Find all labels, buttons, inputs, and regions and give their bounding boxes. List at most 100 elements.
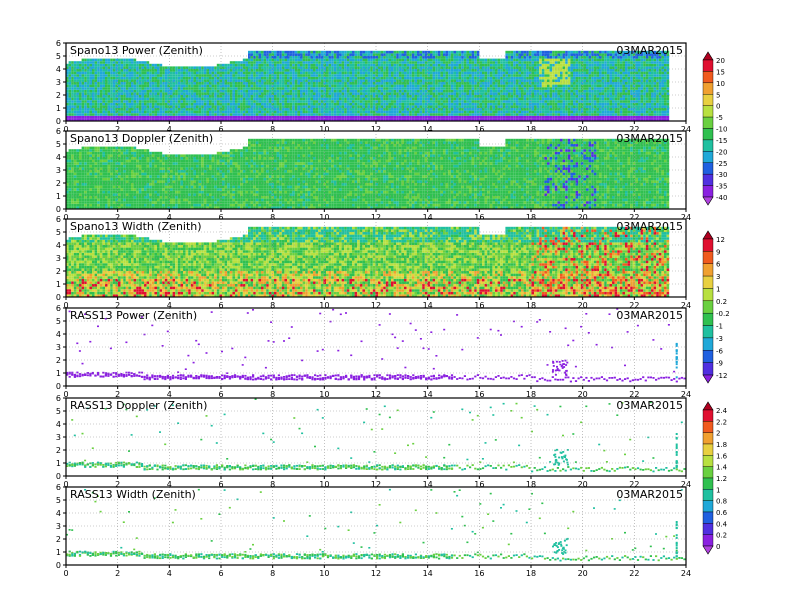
x-tick-label: 2: [115, 213, 120, 222]
y-tick-label: 3: [56, 522, 61, 531]
colorbar-label: -9: [716, 360, 723, 368]
x-tick-label: 24: [681, 569, 691, 578]
y-tick-label: 1: [56, 459, 61, 468]
y-tick-label: 6: [56, 304, 61, 313]
colorbar-segment: [702, 300, 714, 314]
colorbar-label: 15: [716, 68, 725, 76]
x-tick-label: 18: [526, 213, 536, 222]
gridlines: [66, 398, 686, 476]
x-tick-label: 2: [115, 569, 120, 578]
y-tick-label: 6: [56, 483, 61, 492]
gridlines: [66, 308, 686, 386]
x-tick-label: 20: [578, 301, 588, 310]
x-tick-label: 10: [319, 301, 329, 310]
x-tick-label: 8: [270, 390, 275, 399]
y-tick-label: 5: [56, 317, 61, 326]
y-tick-label: 4: [56, 153, 61, 162]
colorbar-label: 3: [716, 273, 720, 281]
colorbar-label: -10: [716, 126, 727, 134]
panel-title: RASS13 Doppler (Zenith): [70, 399, 207, 412]
colorbar-segment: [702, 534, 714, 547]
x-tick-label: 24: [681, 480, 691, 489]
y-tick-label: 0: [56, 382, 61, 391]
colorbar-top-arrow: [702, 401, 714, 411]
x-tick-label: 12: [371, 125, 381, 134]
x-tick-label: 24: [681, 125, 691, 134]
x-tick-label: 22: [629, 125, 639, 134]
x-tick-label: 18: [526, 480, 536, 489]
panel-title: Spano13 Width (Zenith): [70, 220, 202, 233]
data-cells: [66, 226, 670, 297]
data-cells: [66, 488, 686, 562]
x-tick-label: 16: [474, 569, 484, 578]
colorbar-segment: [702, 128, 714, 141]
y-tick-label: 5: [56, 407, 61, 416]
y-tick-label: 0: [56, 561, 61, 570]
x-tick-label: 16: [474, 213, 484, 222]
panel-date: 03MAR2015: [616, 220, 683, 233]
y-tick-label: 4: [56, 241, 61, 250]
x-tick-label: 14: [423, 213, 433, 222]
x-tick-label: 4: [167, 390, 172, 399]
x-tick-label: 8: [270, 569, 275, 578]
x-tick-label: 18: [526, 390, 536, 399]
colorbar-segment: [702, 325, 714, 339]
gridlines: [66, 219, 686, 297]
colorbar-label: -35: [716, 183, 727, 191]
x-tick-label: 0: [63, 301, 68, 310]
colorbar-label: 20: [716, 57, 725, 65]
x-tick-label: 16: [474, 390, 484, 399]
colorbar-label: 5: [716, 91, 720, 99]
colorbar-label: 2.4: [716, 407, 728, 415]
x-tick-label: 2: [115, 301, 120, 310]
x-tick-label: 4: [167, 480, 172, 489]
y-tick-label: 4: [56, 65, 61, 74]
colorbar-label: 1: [716, 285, 720, 293]
x-tick-label: 12: [371, 390, 381, 399]
colorbar-segment: [702, 409, 714, 422]
data-cells: [66, 398, 686, 473]
y-tick-label: 3: [56, 254, 61, 263]
colorbar-label: 2: [716, 430, 720, 438]
y-tick-label: 0: [56, 472, 61, 481]
x-tick-label: 24: [681, 301, 691, 310]
colorbar-label: 0.4: [716, 520, 728, 528]
colorbar-label: 0.6: [716, 509, 728, 517]
colorbar-segment: [702, 185, 714, 198]
x-tick-label: 14: [423, 125, 433, 134]
panel-title: RASS13 Width (Zenith): [70, 488, 196, 501]
x-tick-label: 22: [629, 569, 639, 578]
x-tick-label: 10: [319, 480, 329, 489]
x-tick-label: 8: [270, 301, 275, 310]
y-tick-label: 2: [56, 91, 61, 100]
y-tick-label: 0: [56, 205, 61, 214]
x-tick-label: 4: [167, 213, 172, 222]
x-tick-label: 0: [63, 569, 68, 578]
colorbar-label: -3: [716, 335, 723, 343]
x-tick-label: 4: [167, 301, 172, 310]
panel-title: Spano13 Power (Zenith): [70, 44, 203, 57]
colorbar-segment: [702, 238, 714, 252]
colorbar-label: 1.8: [716, 441, 727, 449]
colorbar-segment: [702, 350, 714, 363]
y-tick-label: 2: [56, 267, 61, 276]
colorbar-segment: [702, 82, 714, 95]
colorbar-segment: [702, 477, 714, 490]
y-tick-label: 4: [56, 420, 61, 429]
colorbar-segment: [702, 337, 714, 351]
colorbar-segment: [702, 275, 714, 289]
x-tick-label: 14: [423, 569, 433, 578]
x-tick-label: 8: [270, 480, 275, 489]
colorbar-segment: [702, 162, 714, 175]
colorbar-rass: 2.4 2.2 2 1.8 1.6 1.4 1.2 1 0.8 0.6 0.4 0.2 0: [702, 401, 728, 555]
colorbar-power: 20 15 10 5 0 -5 -10 -15 -20 -25 -30 -35 -40: [702, 51, 727, 206]
x-tick-label: 22: [629, 213, 639, 222]
colorbar-label: 0.8: [716, 498, 727, 506]
gridlines: [66, 487, 686, 565]
colorbar-label: -25: [716, 160, 727, 168]
x-tick-label: 0: [63, 390, 68, 399]
colorbar-segment: [702, 443, 714, 456]
